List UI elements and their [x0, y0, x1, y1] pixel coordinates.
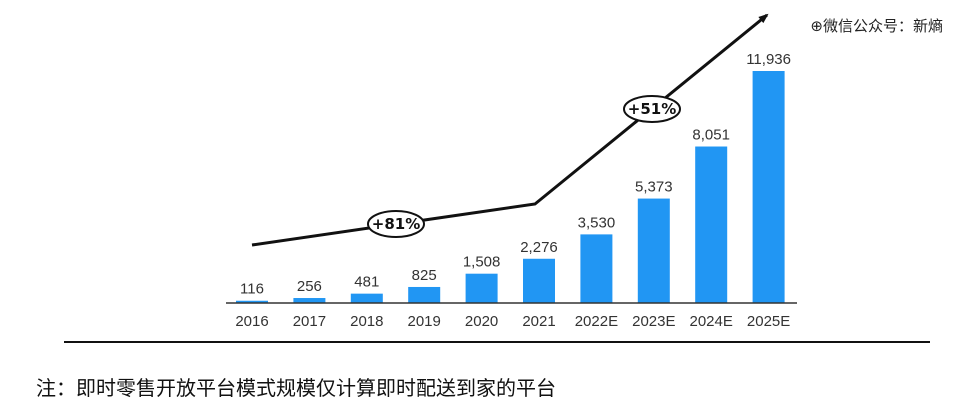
bars-layer: 116 2016 256 2017 481 2018 825 2019 1,508 2020 2,2…	[235, 51, 791, 330]
x-tick-label-2024E: 2024E	[690, 313, 733, 330]
x-tick-label-2023E: 2023E	[632, 313, 675, 330]
trend-arrow	[251, 13, 769, 247]
x-tick-label-2021: 2021	[522, 313, 555, 330]
value-label-2017: 256	[297, 278, 322, 295]
trend-layer: +81% +51%	[251, 13, 769, 247]
bar-2021	[523, 258, 555, 303]
x-tick-label-2022E: 2022E	[575, 313, 618, 330]
bar-2022E	[580, 234, 613, 303]
watermark: ⊕微信公众号：新熵	[810, 17, 943, 35]
value-label-2021: 2,276	[520, 239, 558, 256]
value-label-2019: 825	[412, 267, 437, 284]
x-tick-label-2020: 2020	[465, 313, 498, 330]
value-label-2020: 1,508	[463, 254, 501, 271]
divider-line	[64, 341, 930, 343]
growth-badge-1-ellipse	[367, 210, 425, 238]
bar-2023E	[637, 198, 670, 303]
x-tick-label-2025E: 2025E	[747, 313, 790, 330]
bar-chart: 116 2016 256 2017 481 2018 825 2019 1,508 2020 2,2…	[226, 13, 797, 330]
bar-2019	[408, 286, 441, 303]
bar-2016	[236, 300, 268, 303]
value-label-2025E: 11,936	[746, 51, 791, 68]
value-label-2022E: 3,530	[578, 214, 616, 231]
x-tick-label-2019: 2019	[408, 313, 441, 330]
growth-badge-2-ellipse	[623, 95, 681, 123]
value-label-2024E: 8,051	[692, 127, 730, 144]
x-tick-label-2017: 2017	[293, 313, 326, 330]
bar-2024E	[695, 146, 728, 303]
footnote: 注：即时零售开放平台模式规模仅计算即时配送到家的平台	[36, 376, 556, 400]
bar-2025E	[752, 71, 785, 303]
bar-2020	[465, 273, 498, 303]
bar-2018	[350, 293, 383, 303]
x-tick-label-2018: 2018	[350, 313, 383, 330]
x-tick-label-2016: 2016	[235, 313, 268, 330]
bar-2017	[293, 298, 326, 303]
value-label-2018: 481	[354, 274, 379, 291]
growth-badge-1-label: +81%	[372, 215, 420, 233]
value-label-2016: 116	[240, 281, 264, 298]
growth-badge-2-label: +51%	[628, 100, 676, 118]
value-label-2023E: 5,373	[635, 179, 673, 196]
